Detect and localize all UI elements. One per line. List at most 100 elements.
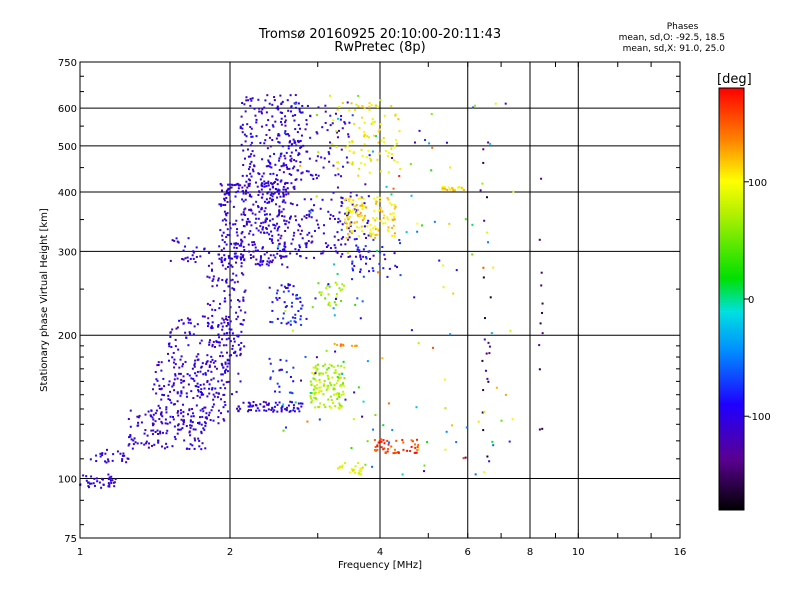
data-point (368, 171, 371, 174)
data-point (221, 355, 224, 358)
data-point (308, 231, 311, 234)
data-point (446, 188, 449, 191)
data-point (294, 215, 297, 218)
data-point (226, 192, 229, 195)
data-point (230, 186, 233, 189)
data-point (168, 342, 171, 345)
data-point (203, 428, 206, 431)
data-point (211, 388, 214, 391)
data-point (254, 403, 257, 406)
data-point (167, 359, 170, 362)
data-point (374, 228, 377, 231)
data-point (206, 325, 209, 328)
data-point (337, 221, 340, 224)
data-point (156, 364, 159, 367)
data-point (266, 217, 269, 220)
data-point (341, 466, 344, 469)
data-point (306, 150, 309, 153)
data-point (289, 323, 292, 326)
data-point (278, 243, 281, 246)
data-point (100, 486, 103, 489)
data-point (265, 111, 268, 114)
data-point (185, 425, 188, 428)
data-point (196, 382, 199, 385)
data-point (161, 431, 164, 434)
data-point (279, 120, 282, 123)
data-point (251, 212, 254, 215)
data-point (211, 387, 214, 390)
data-point (125, 461, 128, 464)
data-point (334, 297, 337, 300)
data-point (235, 318, 238, 321)
data-point (232, 223, 235, 226)
data-point (222, 366, 225, 369)
data-point (266, 231, 269, 234)
data-point (271, 234, 274, 237)
data-point (328, 152, 331, 155)
data-point (252, 203, 255, 206)
data-point (145, 440, 148, 443)
data-point (261, 158, 264, 161)
data-point (351, 230, 354, 233)
data-point (471, 253, 474, 256)
data-point (243, 103, 246, 106)
data-point (300, 218, 303, 221)
data-point (340, 148, 343, 151)
data-point (311, 174, 314, 177)
data-point (203, 248, 206, 251)
data-point (250, 175, 253, 178)
data-point (360, 473, 363, 476)
data-point (316, 387, 319, 390)
data-point (226, 200, 229, 203)
data-point (312, 388, 315, 391)
data-point (368, 232, 371, 235)
data-point (345, 212, 348, 215)
data-point (308, 215, 311, 218)
data-point (241, 323, 244, 326)
data-point (309, 380, 312, 383)
data-point (280, 257, 283, 260)
data-point (289, 320, 292, 323)
data-point (287, 192, 290, 195)
data-point (399, 274, 402, 277)
data-point (137, 421, 140, 424)
data-point (173, 389, 176, 392)
data-point (187, 237, 190, 240)
data-point (292, 406, 295, 409)
data-point (199, 384, 202, 387)
data-point (165, 411, 168, 414)
data-point (354, 255, 357, 258)
data-point (383, 114, 386, 117)
data-point (310, 401, 313, 404)
data-point (371, 121, 374, 124)
data-point (227, 183, 230, 186)
data-point (199, 255, 202, 258)
data-point (239, 126, 242, 129)
data-point (276, 222, 279, 225)
data-point (275, 178, 278, 181)
data-point (108, 476, 111, 479)
data-point (183, 419, 186, 422)
data-point (194, 359, 197, 362)
data-point (174, 373, 177, 376)
data-point (227, 315, 230, 318)
data-point (356, 226, 359, 229)
data-point (382, 448, 385, 451)
data-point (107, 473, 110, 476)
data-point (383, 253, 386, 256)
data-point (366, 440, 369, 443)
data-point (430, 112, 433, 115)
data-point (265, 182, 268, 185)
data-point (284, 157, 287, 160)
data-point (240, 257, 243, 260)
data-point (225, 278, 228, 281)
data-point (252, 170, 255, 173)
data-point (361, 202, 364, 205)
data-point (208, 383, 211, 386)
data-point (341, 197, 344, 200)
data-point (275, 174, 278, 177)
data-point (221, 238, 224, 241)
data-point (231, 278, 234, 281)
data-point (133, 437, 136, 440)
data-point (195, 374, 198, 377)
